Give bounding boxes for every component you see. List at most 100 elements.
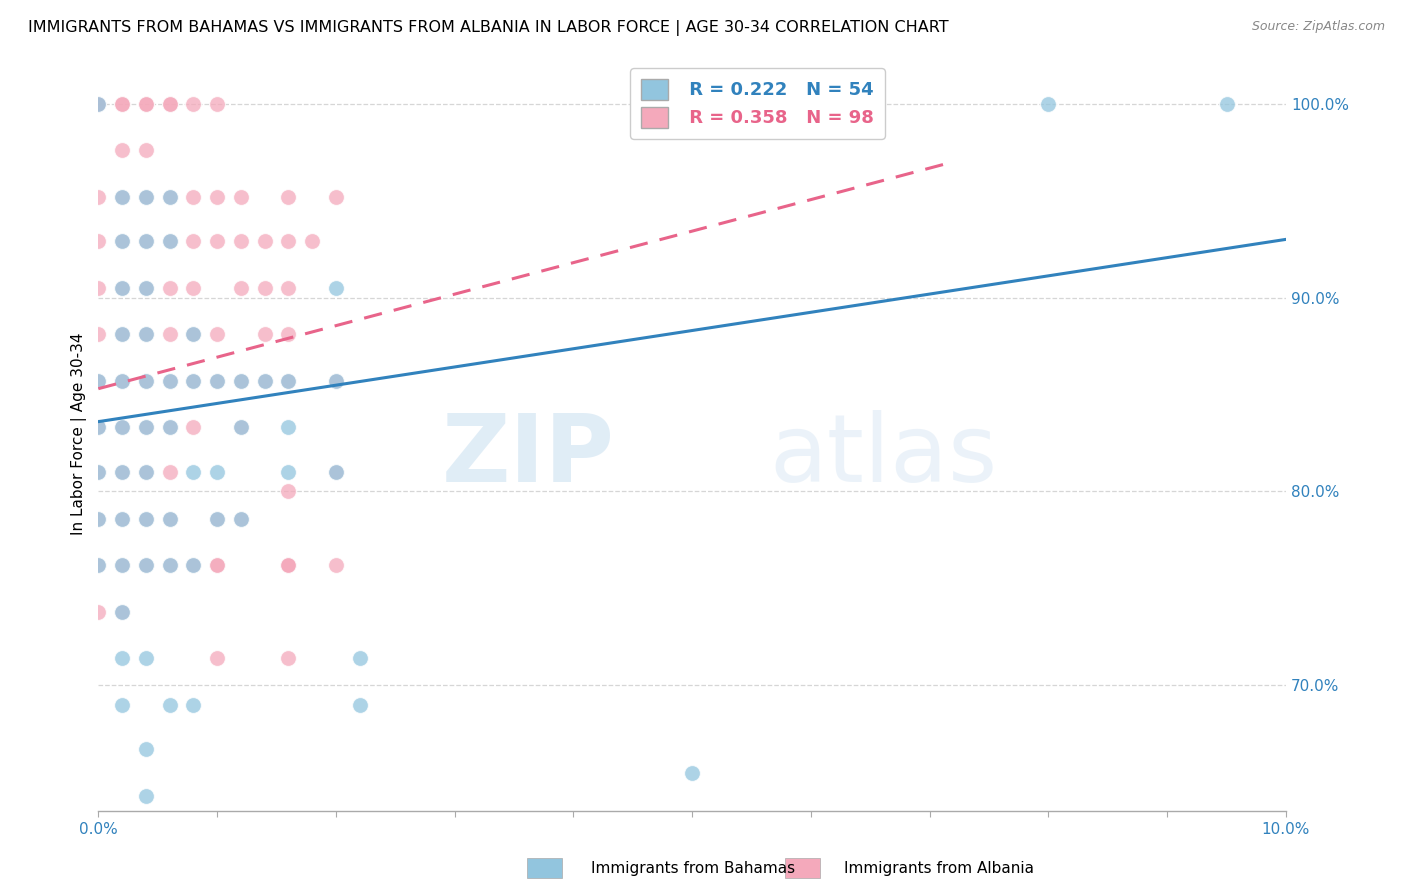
Point [183,281,205,295]
Point [135,96,157,111]
Point [159,235,181,249]
Point [277,558,299,573]
Point [159,698,181,712]
Point [111,511,134,525]
Point [135,558,157,573]
Point [135,465,157,479]
Point [87,327,110,342]
Point [111,374,134,388]
Point [87,465,110,479]
Point [111,281,134,295]
Point [183,327,205,342]
Point [135,465,157,479]
Point [111,558,134,573]
Point [111,96,134,111]
Point [229,374,252,388]
Point [229,511,252,525]
Legend:  R = 0.222   N = 54,  R = 0.358   N = 98: R = 0.222 N = 54, R = 0.358 N = 98 [630,68,884,138]
Point [229,420,252,434]
Point [325,465,347,479]
Point [111,235,134,249]
Point [135,190,157,204]
Point [277,190,299,204]
Point [325,374,347,388]
Point [277,465,299,479]
Point [277,327,299,342]
Point [111,281,134,295]
Point [325,190,347,204]
Point [87,374,110,388]
Point [277,374,299,388]
Point [183,327,205,342]
Point [229,374,252,388]
Point [277,281,299,295]
Point [87,558,110,573]
Point [277,651,299,665]
Point [87,235,110,249]
Point [111,143,134,157]
Point [183,558,205,573]
Point [111,605,134,619]
Point [349,698,371,712]
Point [159,235,181,249]
Point [159,96,181,111]
Point [87,511,110,525]
Text: Immigrants from Bahamas: Immigrants from Bahamas [591,861,794,876]
Point [111,327,134,342]
Point [229,420,252,434]
Point [253,235,276,249]
Point [301,235,323,249]
Point [111,558,134,573]
Point [183,420,205,434]
Point [277,484,299,499]
Point [183,465,205,479]
Point [277,420,299,434]
Point [159,190,181,204]
Point [159,190,181,204]
Point [111,698,134,712]
Point [253,374,276,388]
Point [159,420,181,434]
Point [111,420,134,434]
Point [135,558,157,573]
Point [87,558,110,573]
Point [159,327,181,342]
Point [205,235,228,249]
Text: ZIP: ZIP [441,410,614,502]
Point [135,511,157,525]
Point [229,190,252,204]
Point [87,374,110,388]
Point [325,281,347,295]
Point [135,96,157,111]
Point [159,511,181,525]
Point [159,558,181,573]
Point [87,465,110,479]
Text: Source: ZipAtlas.com: Source: ZipAtlas.com [1251,20,1385,33]
Point [277,558,299,573]
Point [183,698,205,712]
Point [229,511,252,525]
Point [135,235,157,249]
Point [159,374,181,388]
Point [135,374,157,388]
Point [135,420,157,434]
Point [135,235,157,249]
Point [135,281,157,295]
Point [135,374,157,388]
Point [229,281,252,295]
Point [277,235,299,249]
Point [159,558,181,573]
Point [111,374,134,388]
Point [205,651,228,665]
Point [183,190,205,204]
Point [111,190,134,204]
Point [183,96,205,111]
Point [87,420,110,434]
Point [111,651,134,665]
Point [205,96,228,111]
Point [205,511,228,525]
Point [111,327,134,342]
Point [135,190,157,204]
Point [159,465,181,479]
Point [135,143,157,157]
